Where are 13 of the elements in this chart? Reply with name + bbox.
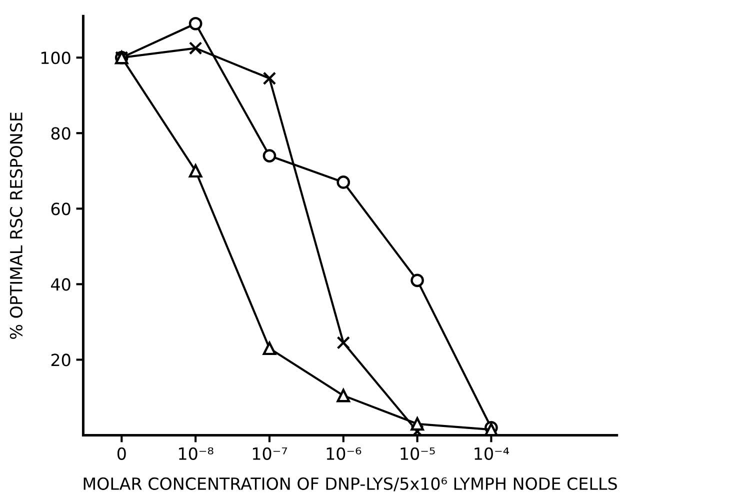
x-axis-title: MOLAR CONCENTRATION OF DNP-LYS/5x10⁶ LYMPH NODE CELLS bbox=[84, 477, 617, 492]
y-tick-label: 60 bbox=[51, 202, 70, 216]
x-tick-label: 0 bbox=[117, 447, 126, 460]
x-tick-label: 10⁻⁶ bbox=[326, 447, 362, 460]
y-tick-label: 80 bbox=[51, 127, 70, 140]
x-tick-label: 10⁻⁴ bbox=[474, 447, 510, 460]
y-tick-label: 40 bbox=[51, 278, 70, 291]
x-tick-label: 10⁻⁷ bbox=[252, 447, 288, 460]
x-tick-label: 10⁻⁸ bbox=[179, 447, 214, 460]
y-axis-title: % OPTIMAL RSC RESPONSE bbox=[10, 112, 22, 339]
y-tick-label: 100 bbox=[41, 52, 70, 64]
y-tick-label: 20 bbox=[51, 354, 70, 366]
x-tick-label: 10⁻⁵ bbox=[400, 447, 435, 460]
